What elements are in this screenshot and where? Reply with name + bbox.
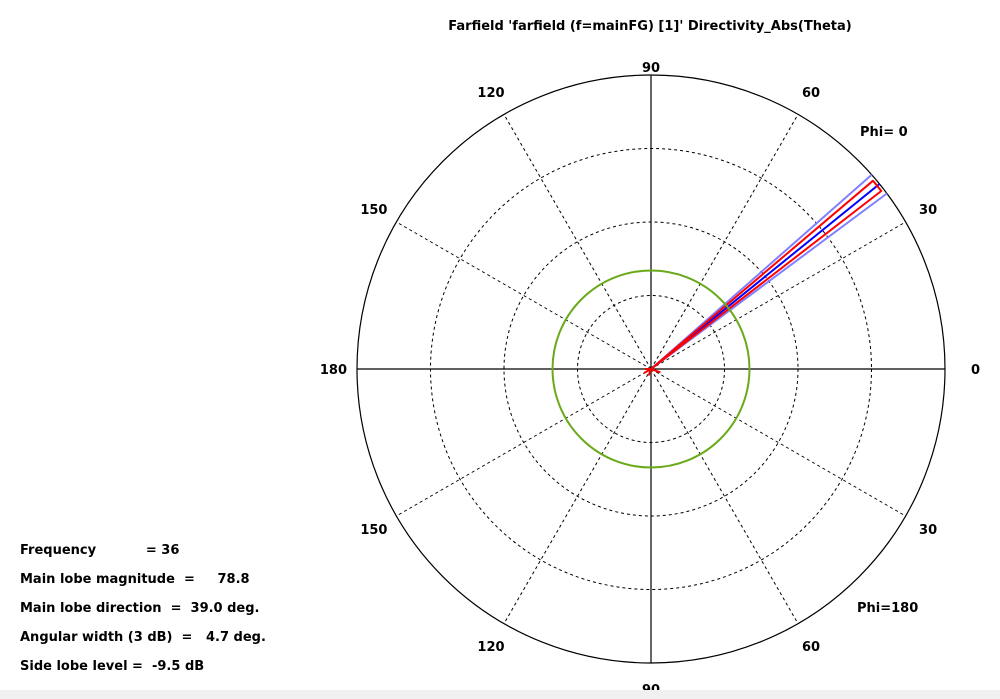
angle-labels: 9060300306090120150180150120	[320, 61, 980, 698]
angle-tick-label-8: 150	[360, 523, 387, 538]
angle-tick-label-10: 150	[360, 203, 387, 218]
main-lobe-envelope	[650, 179, 883, 370]
angle-tick-label-5: 60	[802, 640, 820, 655]
series-layer	[551, 174, 888, 469]
info-side-lobe-level: Side lobe level = -9.5 dB	[20, 659, 205, 674]
minor-lobe-1	[650, 368, 661, 374]
grid-spoke-30	[650, 221, 906, 370]
phi-label-upper: Phi= 0	[860, 125, 908, 140]
info-main-lobe-direction: Main lobe direction = 39.0 deg.	[20, 601, 260, 616]
side-lobe-circle	[551, 269, 751, 469]
angle-tick-label-2: 30	[919, 203, 937, 218]
phi-label-lower: Phi=180	[857, 601, 918, 616]
polar-grid	[356, 74, 946, 664]
angle-tick-label-7: 120	[477, 640, 504, 655]
bottom-strip	[0, 690, 1000, 699]
main-lobe-direction-line	[650, 183, 881, 370]
grid-spoke-240	[503, 368, 652, 624]
angle-tick-label-4: 30	[919, 523, 937, 538]
info-frequency: Frequency = 36	[20, 543, 180, 558]
grid-spoke-120	[503, 114, 652, 370]
grid-spoke-300	[650, 368, 799, 624]
info-angular-width: Angular width (3 dB) = 4.7 deg.	[20, 630, 266, 645]
chart-title: Farfield 'farfield (f=mainFG) [1]' Direc…	[448, 19, 851, 34]
minor-lobe-3	[647, 368, 652, 376]
grid-spoke-210	[396, 368, 652, 517]
angle-tick-label-11: 120	[477, 86, 504, 101]
angle-tick-label-3: 0	[971, 363, 980, 378]
angle-tick-label-0: 90	[642, 61, 660, 76]
grid-spoke-60	[650, 114, 799, 370]
angle-tick-label-9: 180	[320, 363, 347, 378]
angle-tick-label-1: 60	[802, 86, 820, 101]
grid-spoke-150	[396, 221, 652, 370]
info-main-lobe-magnitude: Main lobe magnitude = 78.8	[20, 572, 250, 587]
grid-spoke-330	[650, 368, 906, 517]
